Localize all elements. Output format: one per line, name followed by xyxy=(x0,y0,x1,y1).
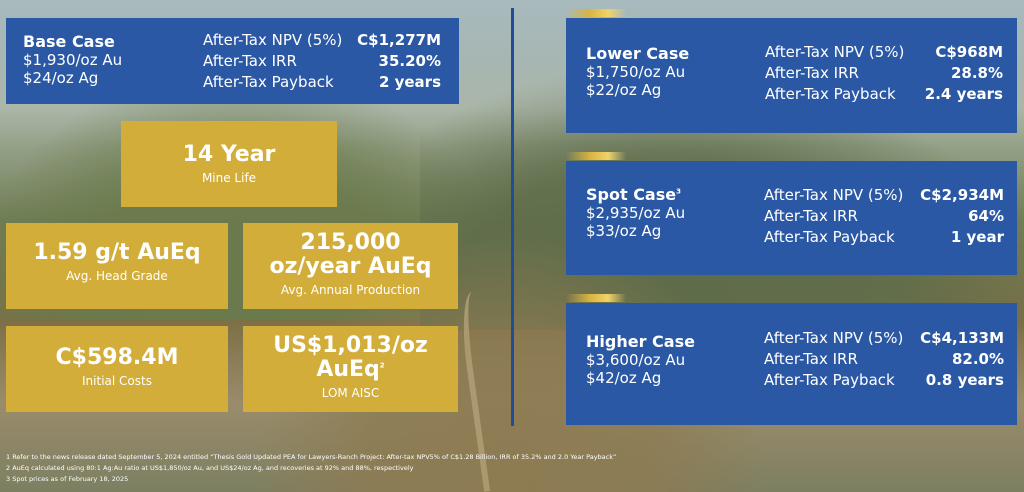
aisc-value-line2: AuEq xyxy=(316,357,380,383)
head-grade-label: Avg. Head Grade xyxy=(66,269,168,284)
base-irr-value: 35.20% xyxy=(378,52,441,70)
initial-costs-box: C$598.4M Initial Costs xyxy=(6,326,228,412)
spot-payback-value: 1 year xyxy=(950,228,1004,246)
head-grade-value: 1.59 g/t AuEq xyxy=(33,240,201,265)
mine-life-label: Mine Life xyxy=(201,171,257,186)
spot-irr-label: After-Tax IRR xyxy=(764,207,858,225)
spot-irr-value: 64% xyxy=(968,207,1004,225)
lower-irr-value: 28.8% xyxy=(950,64,1003,82)
footnote-3: 3 Spot prices as of February 18, 2025 xyxy=(6,475,129,483)
aisc-value-line1: US$1,013/oz xyxy=(273,333,428,358)
lower-case-title: Lower Case xyxy=(586,44,690,63)
lower-npv-value: C$968M xyxy=(935,43,1003,61)
aisc-label: LOM AISC xyxy=(321,386,380,401)
lower-case-silver-price: $22/oz Ag xyxy=(586,81,662,99)
lower-payback-value: 2.4 years xyxy=(924,85,1003,103)
lower-case-accent xyxy=(566,9,626,17)
lower-case-gold-price: $1,750/oz Au xyxy=(586,63,686,81)
base-npv-value: C$1,277M xyxy=(357,31,441,49)
higher-case-silver-price: $42/oz Ag xyxy=(586,369,662,387)
base-npv-label: After-Tax NPV (5%) xyxy=(203,31,343,49)
lower-payback-label: After-Tax Payback xyxy=(765,85,896,103)
base-case-gold-price: $1,930/oz Au xyxy=(23,51,123,69)
footnote-1: 1 Refer to the news release dated Septem… xyxy=(6,453,617,461)
spot-case-accent xyxy=(566,152,626,160)
higher-irr-value: 82.0% xyxy=(951,350,1004,368)
footnotes: 1 Refer to the news release dated Septem… xyxy=(6,452,616,485)
spot-npv-label: After-Tax NPV (5%) xyxy=(764,186,904,204)
base-case-title: Base Case xyxy=(23,32,115,51)
higher-case-gold-price: $3,600/oz Au xyxy=(586,351,686,369)
higher-case-accent xyxy=(566,294,626,302)
higher-npv-value: C$4,133M xyxy=(920,329,1004,347)
higher-payback-label: After-Tax Payback xyxy=(764,371,895,389)
spot-case-title: Spot Case xyxy=(586,185,677,204)
annual-production-value-line2: oz/year AuEq xyxy=(269,254,432,280)
base-irr-label: After-Tax IRR xyxy=(203,52,297,70)
higher-case-panel: Higher Case $3,600/oz Au $42/oz Ag After… xyxy=(566,303,1017,425)
higher-npv-label: After-Tax NPV (5%) xyxy=(764,329,904,347)
lower-case-panel: Lower Case $1,750/oz Au $22/oz Ag After-… xyxy=(566,18,1017,133)
lower-npv-label: After-Tax NPV (5%) xyxy=(765,43,905,61)
spot-npv-value: C$2,934M xyxy=(920,186,1004,204)
base-case-silver-price: $24/oz Ag xyxy=(23,69,99,87)
vertical-divider xyxy=(511,8,514,426)
aisc-footnote-mark: 2 xyxy=(379,361,385,370)
spot-case-panel: Spot Case3 $2,935/oz Au $33/oz Ag After-… xyxy=(566,161,1017,275)
annual-production-label: Avg. Annual Production xyxy=(280,283,421,298)
annual-production-value-line1: 215,000 xyxy=(300,230,401,255)
lower-irr-label: After-Tax IRR xyxy=(765,64,859,82)
spot-case-gold-price: $2,935/oz Au xyxy=(586,204,686,222)
annual-production-box: 215,000 oz/year AuEq Avg. Annual Product… xyxy=(243,223,458,309)
footnote-2: 2 AuEq calculated using 80:1 Ag:Au ratio… xyxy=(6,464,414,472)
spot-case-silver-price: $33/oz Ag xyxy=(586,222,662,240)
base-payback-label: After-Tax Payback xyxy=(203,73,334,91)
higher-payback-value: 0.8 years xyxy=(925,371,1004,389)
higher-case-title: Higher Case xyxy=(586,332,695,351)
spot-payback-label: After-Tax Payback xyxy=(764,228,895,246)
initial-costs-value: C$598.4M xyxy=(55,345,179,370)
spot-case-footnote-mark: 3 xyxy=(676,187,681,196)
base-payback-value: 2 years xyxy=(378,73,441,91)
head-grade-box: 1.59 g/t AuEq Avg. Head Grade xyxy=(6,223,228,309)
higher-irr-label: After-Tax IRR xyxy=(764,350,858,368)
mine-life-box: 14 Year Mine Life xyxy=(121,121,337,207)
aisc-box: US$1,013/oz AuEq2 LOM AISC xyxy=(243,326,458,412)
initial-costs-label: Initial Costs xyxy=(82,374,152,389)
mine-life-value: 14 Year xyxy=(182,142,276,167)
base-case-panel: Base Case $1,930/oz Au $24/oz Ag After-T… xyxy=(6,18,459,104)
